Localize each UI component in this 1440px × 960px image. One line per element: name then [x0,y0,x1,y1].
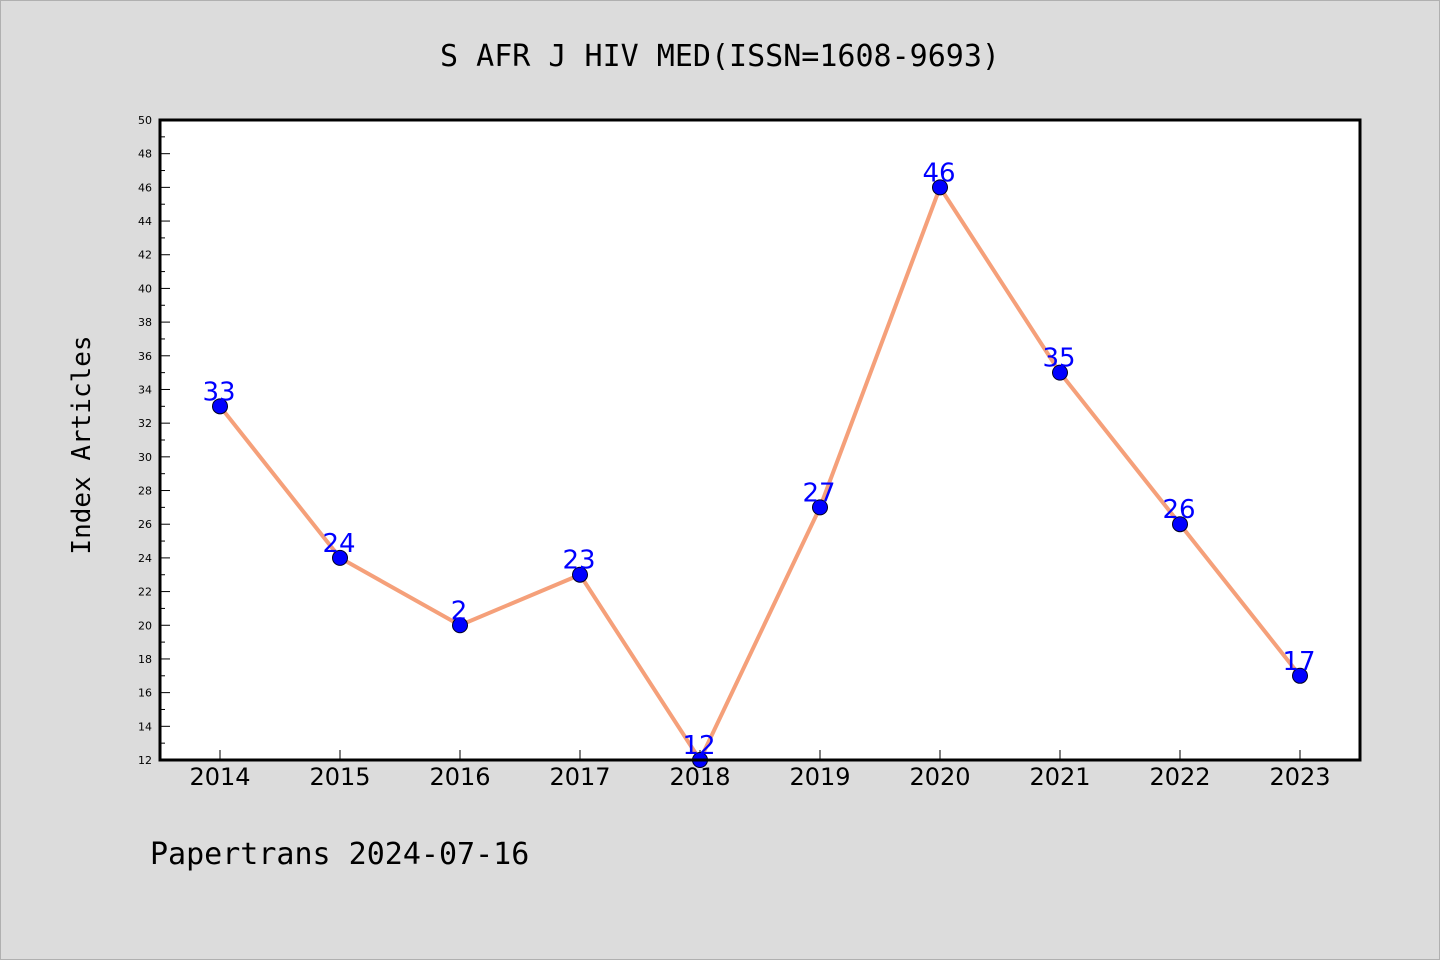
y-tick-label: 12 [138,754,152,767]
data-point [812,499,828,516]
data-label: 17 [1282,647,1315,677]
data-label: 2 [451,596,468,626]
chart-title: S AFR J HIV MED(ISSN=1608-9693) [440,39,1000,74]
x-tick-label: 2022 [1149,763,1210,791]
data-labels: 33 24 2 23 12 27 46 35 26 17 [202,158,1315,761]
data-point [212,398,228,415]
y-tick-label: 50 [138,114,152,127]
plot-border [158,118,1362,762]
y-tick-label: 14 [138,720,152,733]
y-tick-label: 24 [138,552,152,565]
data-label: 23 [562,546,595,576]
y-tick-label: 22 [138,586,152,599]
y-tick-label: 26 [138,518,152,531]
y-tick-label: 18 [138,653,152,666]
data-label: 46 [922,158,955,188]
x-tick-label: 2017 [549,763,610,791]
data-point [1052,364,1068,381]
data-label: 26 [1162,495,1195,525]
y-tick-label: 20 [138,619,152,632]
footer-text: Papertrans 2024-07-16 [150,837,529,872]
plot-area [160,120,1360,760]
x-tick-label: 2023 [1269,763,1330,791]
y-tick-label: 28 [138,485,152,498]
x-tick-label: 2020 [909,763,970,791]
data-point [932,179,948,196]
data-point [332,549,348,566]
data-point [452,617,468,634]
y-axis-ticks: 12 14 16 18 20 22 24 26 28 30 32 34 36 38 40 42 44 46 48 50 [138,114,170,767]
data-label: 24 [322,529,355,559]
y-tick-label: 30 [138,451,152,464]
data-label: 33 [202,377,235,407]
y-tick-label: 40 [138,282,152,295]
y-tick-label: 34 [138,383,152,396]
x-tick-label: 2021 [1029,763,1090,791]
x-tick-label: 2019 [789,763,850,791]
y-tick-label: 46 [138,181,152,194]
y-tick-label: 16 [138,687,152,700]
series-line [218,185,1302,762]
data-point [1172,516,1188,533]
data-label: 27 [802,478,835,508]
data-points [212,179,1308,768]
x-tick-label: 2015 [309,763,370,791]
data-label: 35 [1042,344,1075,374]
y-tick-label: 32 [138,417,152,430]
y-tick-label: 42 [138,249,152,262]
data-point [572,566,588,583]
data-point [1292,667,1308,684]
data-label: 12 [682,731,715,761]
y-tick-label: 36 [138,350,152,363]
x-tick-label: 2016 [429,763,490,791]
y-tick-label: 44 [138,215,152,228]
y-tick-label: 48 [138,148,152,161]
y-tick-label: 38 [138,316,152,329]
x-tick-label: 2014 [189,763,250,791]
y-axis-label: Index Articles [67,335,97,554]
